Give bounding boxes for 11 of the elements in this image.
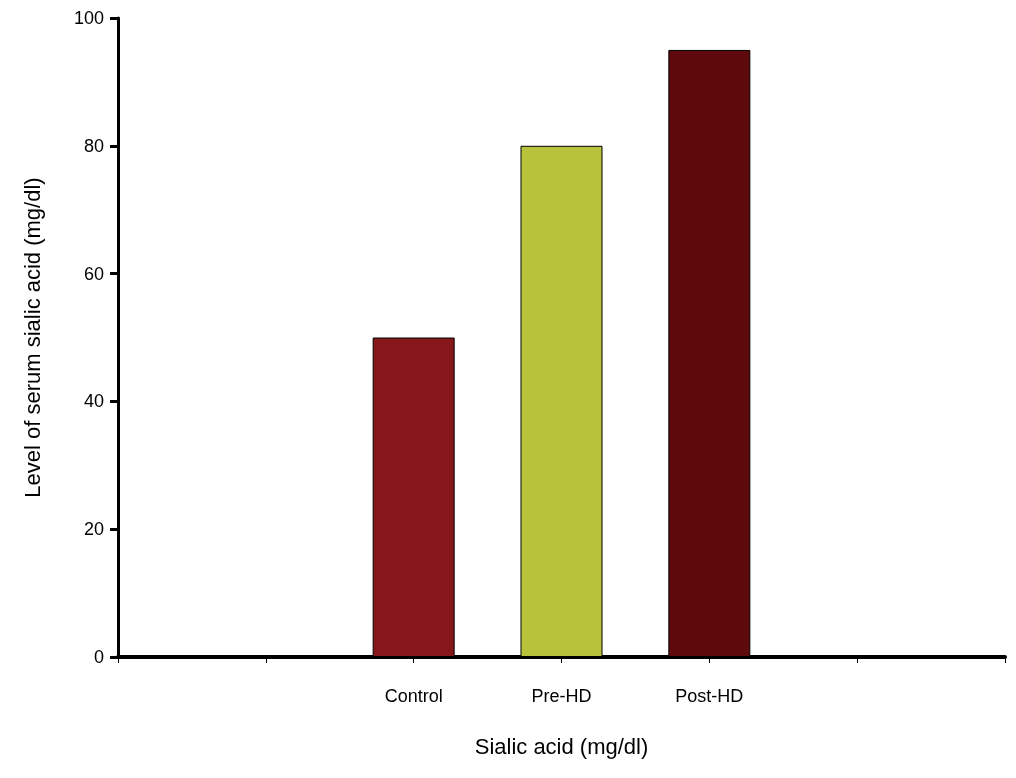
y-tick-label: 40 [83,391,104,412]
y-tick-label: 0 [93,647,104,667]
y-axis-title: Level of serum sialic acid (mg/dl) [19,177,45,498]
x-tick-label: Control [384,686,443,706]
y-tick-label: 80 [83,135,104,156]
x-axis-title: Sialic acid (mg/dl) [474,733,649,759]
y-tick-label: 60 [83,263,104,284]
y-tick-label: 100 [73,8,104,28]
y-tick-label: 20 [83,519,104,540]
x-tick-label: Pre-HD [531,686,592,706]
x-tick-label: Post-HD [675,686,744,706]
